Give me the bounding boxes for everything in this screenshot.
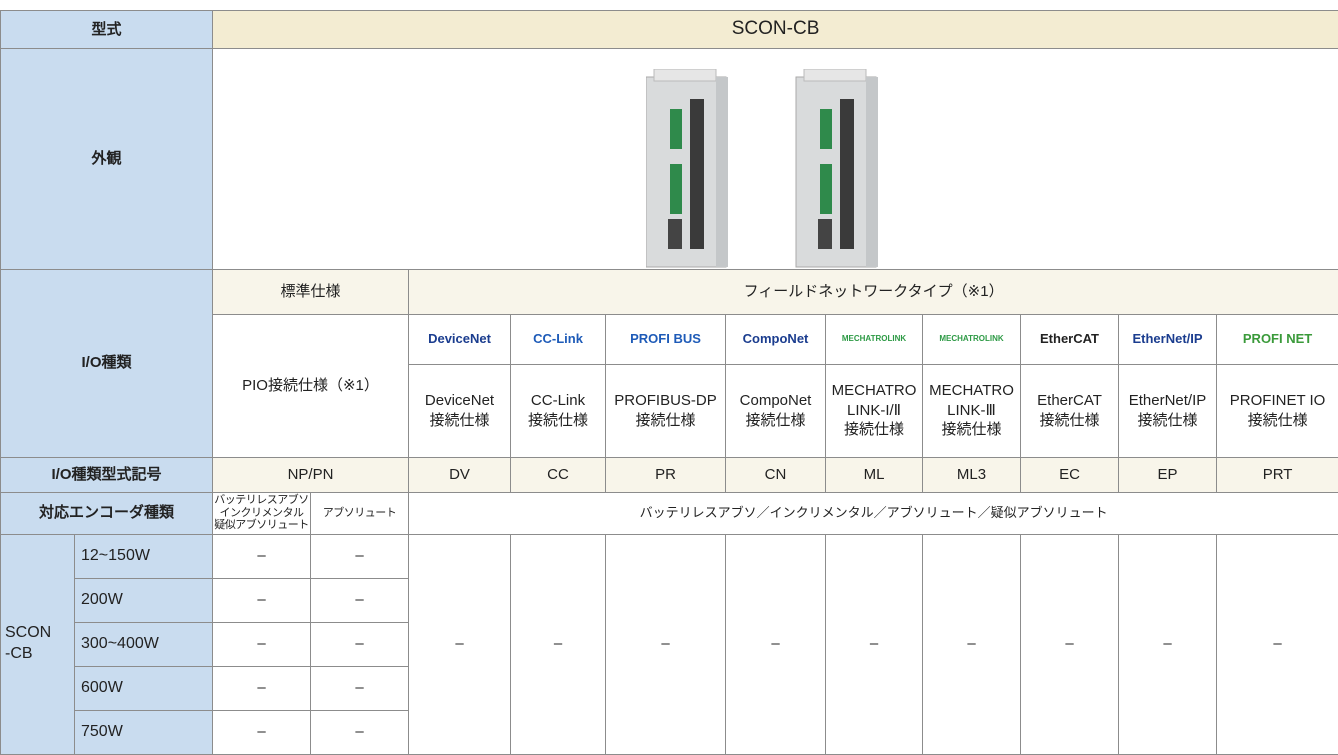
power: 200W: [73, 577, 214, 623]
network-name: EtherNet/IP 接続仕様: [1118, 363, 1218, 458]
row-label: 型式: [0, 10, 214, 49]
availability: –: [1216, 533, 1338, 755]
code: CN: [725, 456, 827, 493]
network-name: PROFIBUS-DP 接続仕様: [605, 363, 727, 458]
group-header: 標準仕様: [212, 268, 410, 315]
network-name: MECHATRO LINK-Ⅲ 接続仕様: [922, 363, 1022, 458]
availability: –: [212, 665, 312, 711]
network-logo: PROFI BUS: [605, 313, 727, 365]
availability: –: [825, 533, 924, 755]
network-logo: CompoNet: [725, 313, 827, 365]
availability: –: [310, 709, 410, 755]
code: CC: [510, 456, 607, 493]
power: 750W: [73, 709, 214, 755]
availability: –: [1020, 533, 1120, 755]
code: PRT: [1216, 456, 1338, 493]
availability: –: [310, 665, 410, 711]
network-name: DeviceNet 接続仕様: [408, 363, 512, 458]
network-logo: MECHATROLINK: [825, 313, 924, 365]
availability: –: [212, 621, 312, 667]
code: DV: [408, 456, 512, 493]
encoder: バッテリレスアブソ／インクリメンタル／アブソリュート／疑似アブソリュート: [408, 491, 1338, 535]
availability: –: [605, 533, 727, 755]
availability: –: [212, 577, 312, 623]
availability: –: [212, 709, 312, 755]
code: PR: [605, 456, 727, 493]
power: 12~150W: [73, 533, 214, 579]
network-name: CC-Link 接続仕様: [510, 363, 607, 458]
availability: –: [408, 533, 512, 755]
network-logo: EtherNet/IP: [1118, 313, 1218, 365]
code: ML: [825, 456, 924, 493]
network-name: MECHATRO LINK-I/Ⅱ 接続仕様: [825, 363, 924, 458]
power: 300~400W: [73, 621, 214, 667]
network-name: CompoNet 接続仕様: [725, 363, 827, 458]
row-label: 外観: [0, 48, 214, 270]
code: NP/PN: [212, 456, 410, 493]
product-photo: [212, 48, 1338, 270]
row-label: I/O種類型式記号: [0, 456, 214, 493]
network-logo: PROFI NET: [1216, 313, 1338, 365]
network-logo: DeviceNet: [408, 313, 512, 365]
availability: –: [310, 621, 410, 667]
row-label: 対応エンコーダ種類: [0, 491, 214, 535]
network-name: EtherCAT 接続仕様: [1020, 363, 1120, 458]
group-header: フィールドネットワークタイプ（※1）: [408, 268, 1338, 315]
code: EP: [1118, 456, 1218, 493]
availability: –: [212, 533, 312, 579]
encoder: バッテリレスアブソ インクリメンタル 疑似アブソリュート: [212, 491, 312, 535]
row-label: SCON -CB: [0, 533, 75, 755]
code: ML3: [922, 456, 1022, 493]
model-name: SCON-CB: [212, 10, 1338, 49]
row-label: I/O種類: [0, 268, 214, 458]
encoder: アブソリュート: [310, 491, 410, 535]
network-logo: EtherCAT: [1020, 313, 1120, 365]
availability: –: [922, 533, 1022, 755]
controllers: [645, 68, 878, 267]
availability: –: [725, 533, 827, 755]
code: EC: [1020, 456, 1120, 493]
availability: –: [1118, 533, 1218, 755]
availability: –: [310, 577, 410, 623]
availability: –: [510, 533, 607, 755]
network-logo: MECHATROLINK: [922, 313, 1022, 365]
pio-spec: PIO接続仕様（※1）: [212, 313, 410, 458]
network-logo: CC-Link: [510, 313, 607, 365]
availability: –: [310, 533, 410, 579]
network-name: PROFINET IO 接続仕様: [1216, 363, 1338, 458]
spec-table: 型式 SCON-CB 外観 I/O種類 標準仕様 フィールドネットワークタイプ（※1）…: [0, 10, 1338, 755]
power: 600W: [73, 665, 214, 711]
